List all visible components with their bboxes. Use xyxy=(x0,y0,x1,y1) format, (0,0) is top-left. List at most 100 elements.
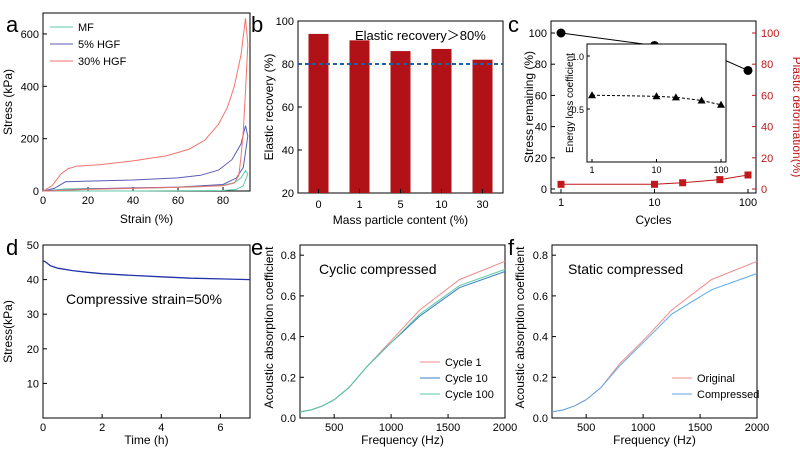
panel-b-bar xyxy=(390,51,411,193)
panel-c-ytick-right-label: 0 xyxy=(761,184,767,196)
panel-f-ytick-label: 0.4 xyxy=(533,332,548,344)
panel-c-inset-point xyxy=(697,96,706,104)
panel-c-plastic-point xyxy=(651,180,658,188)
panel-a-xtick-label: 0 xyxy=(40,195,46,207)
panel-b-ytick-label: 80 xyxy=(282,59,294,71)
panel-a-series-hgf5 xyxy=(42,125,249,192)
panel-e-ylabel: Acoustic absorption coefficient xyxy=(262,246,276,409)
panel-c-ytick-right-label: 100 xyxy=(761,28,779,40)
panel-c-inset-point xyxy=(717,100,725,108)
panel-d-annotation: Compressive strain=50% xyxy=(66,291,222,307)
panel-f-series-compressed xyxy=(551,273,758,413)
panel-c-frame xyxy=(550,20,757,194)
panel-d-xtick-label: 6 xyxy=(217,422,223,434)
panel-e-frame xyxy=(299,244,506,419)
panel-c-ytick-label: 100 xyxy=(529,28,547,40)
panel-e-xlabel: Frequency (Hz) xyxy=(361,433,444,447)
panel-c-ytick-label: 40 xyxy=(535,122,547,134)
panel-a-xtick-label: 60 xyxy=(172,195,184,207)
panel-c-inset-xtick-label: 10 xyxy=(651,165,661,175)
panel-b: 20 40 60 80 100 0 1 5 10 30 Elastic recovery＞80% Ma… xyxy=(262,16,504,227)
panel-f-ytick-label: 0.2 xyxy=(533,372,548,384)
panel-f-frame xyxy=(551,244,758,419)
panel-letter-b: b xyxy=(251,12,263,37)
panel-a: 0 20 40 60 80 0 200 400 600 MF 5% HGF 30% HGF Strain… xyxy=(1,12,251,226)
panel-f-annotation: Static compressed xyxy=(568,261,683,277)
panel-a-frame xyxy=(42,12,251,192)
panel-c-plastic-point xyxy=(716,176,724,184)
panel-e-ytick-label: 0.0 xyxy=(281,413,296,425)
panel-letter-d: d xyxy=(6,235,18,260)
panel-f-legend-label: Original xyxy=(697,373,735,385)
panel-c-ylabel-right: Plastic deformation(%) xyxy=(790,57,800,178)
panel-b-ylabel: Elastic recovery (%) xyxy=(262,54,276,161)
panel-c-ytick-label: 60 xyxy=(535,90,547,102)
panel-c: 1 10 100 0 20 40 60 80 100 0 20 40 60 80 100 1 10 100 0.5 1… xyxy=(522,20,800,227)
panel-f-xtick-label: 1000 xyxy=(631,422,655,434)
panel-f: 500 1000 1500 2000 0.0 0.2 0.4 0.6 0.8 Original Co… xyxy=(513,244,769,447)
panel-f-ytick-label: 0.0 xyxy=(533,413,548,425)
panel-f-xtick-label: 500 xyxy=(577,422,595,434)
panel-d-series-relaxation xyxy=(42,260,251,281)
panel-b-xlabel: Mass particle content (%) xyxy=(333,213,468,227)
panel-c-plastic-point xyxy=(744,171,752,179)
panel-d-ylabel: Stress(kPa) xyxy=(1,300,15,363)
panel-c-ytick-right-label: 60 xyxy=(761,90,773,102)
panel-a-ytick-label: 0 xyxy=(33,186,39,198)
panel-d-ytick-label: 10 xyxy=(27,378,39,390)
panel-e-ytick-label: 0.8 xyxy=(281,250,296,262)
panel-c-ytick-label: 80 xyxy=(535,59,547,71)
panel-a-legend-label: 30% HGF xyxy=(78,56,127,68)
panel-c-inset-ylabel: Energy loss coefficient xyxy=(565,53,576,153)
panel-letter-a: a xyxy=(6,12,19,37)
panel-e-legend-label: Cycle 10 xyxy=(445,373,488,385)
panel-d: 0 2 4 6 10 20 30 40 50 Compressive strain=50% Time… xyxy=(1,240,251,447)
panel-d-xlabel: Time (h) xyxy=(124,433,168,447)
panel-a-xlabel: Strain (%) xyxy=(120,212,173,226)
panel-letter-c: c xyxy=(508,12,519,37)
panel-e-legend-label: Cycle 1 xyxy=(445,357,482,369)
panel-a-xtick-label: 40 xyxy=(127,195,139,207)
panel-b-xtick-label: 0 xyxy=(315,199,321,211)
panel-letter-e: e xyxy=(251,235,263,260)
panel-c-inset-xtick-label: 1 xyxy=(589,165,594,175)
panel-a-xtick-label: 20 xyxy=(82,195,94,207)
panel-f-xlabel: Frequency (Hz) xyxy=(613,433,696,447)
panel-d-xtick-label: 0 xyxy=(40,422,46,434)
panel-f-xtick-label: 2000 xyxy=(745,422,769,434)
panel-c-inset-ytick-label: 1.0 xyxy=(571,52,584,62)
panel-c-ytick-right-label: 80 xyxy=(761,59,773,71)
panel-e-xtick-label: 1000 xyxy=(379,422,403,434)
panel-e-series-cycle100 xyxy=(299,268,506,413)
panel-f-legend-label: Compressed xyxy=(697,389,759,401)
panel-b-ytick-label: 40 xyxy=(282,145,294,157)
panel-e-ytick-label: 0.4 xyxy=(281,332,296,344)
panel-b-bar xyxy=(308,33,329,194)
panel-b-xtick-label: 5 xyxy=(397,199,403,211)
panel-d-xtick-label: 4 xyxy=(158,422,164,434)
panel-c-inset-point xyxy=(652,92,661,100)
panel-e-ytick-label: 0.6 xyxy=(281,291,296,303)
panel-e-annotation: Cyclic compressed xyxy=(319,261,436,277)
panel-c-plastic-point xyxy=(679,179,687,187)
panel-c-xlabel: Cycles xyxy=(635,213,671,227)
panel-a-ytick-label: 600 xyxy=(21,29,39,41)
panel-c-xtick-label: 100 xyxy=(739,197,757,209)
panel-e-xtick-label: 500 xyxy=(325,422,343,434)
panel-c-ytick-right-label: 20 xyxy=(761,153,773,165)
panel-a-series-hgf30 xyxy=(42,18,249,192)
panel-a-legend-label: MF xyxy=(78,22,94,34)
panel-a-ylabel: Stress (kPa) xyxy=(1,69,15,135)
panel-f-ytick-label: 0.6 xyxy=(533,291,548,303)
panel-letter-f: f xyxy=(508,235,515,260)
panel-c-inset-ytick-label: 0.5 xyxy=(571,105,584,115)
panel-a-ytick-label: 400 xyxy=(21,81,39,93)
panel-e-legend-label: Cycle 100 xyxy=(445,389,494,401)
panel-c-xtick-label: 10 xyxy=(648,197,660,209)
panel-e: 500 1000 1500 2000 0.0 0.2 0.4 0.6 0.8 Cycle 1 Cyc… xyxy=(262,244,517,447)
panel-d-frame xyxy=(42,244,251,419)
panel-d-xtick-label: 2 xyxy=(99,422,105,434)
panel-b-xtick-label: 1 xyxy=(356,199,362,211)
panel-c-stress-point xyxy=(556,28,566,38)
